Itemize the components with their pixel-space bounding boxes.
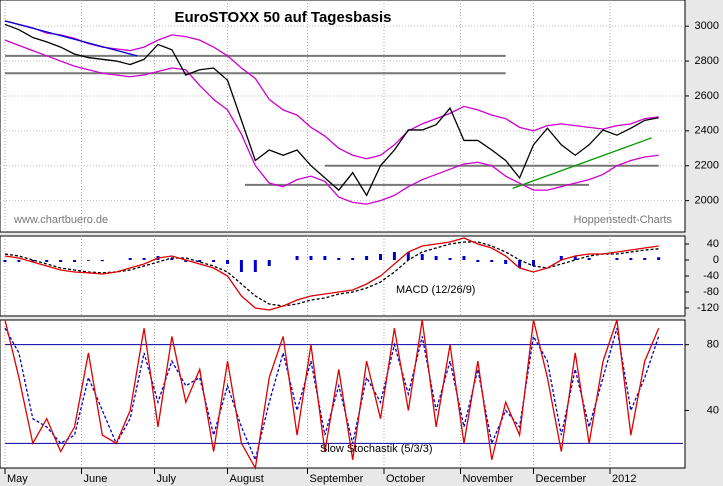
histogram-bar: [267, 260, 271, 266]
histogram-bar: [573, 256, 577, 260]
x-tick-label: November: [462, 473, 513, 485]
histogram-bar: [351, 258, 355, 260]
histogram-bar: [504, 260, 508, 264]
histogram-bar: [3, 260, 7, 262]
x-tick-label: June: [83, 473, 107, 485]
histogram-bar: [100, 260, 104, 262]
histogram-bar: [643, 258, 647, 260]
trend-line: [512, 137, 652, 190]
series-line: [4, 319, 660, 470]
histogram-bar: [379, 254, 383, 260]
y-tick-label: -40: [703, 270, 719, 282]
panel: [0, 235, 686, 317]
y-tick-label: 2800: [695, 55, 719, 67]
y-tick-label: -80: [703, 286, 719, 298]
histogram-bar: [226, 260, 230, 264]
histogram-bar: [337, 258, 341, 260]
x-tick-label: 2012: [612, 473, 636, 485]
histogram-bar: [629, 258, 633, 260]
trend-line: [4, 20, 138, 57]
histogram-bar: [392, 252, 396, 260]
x-tick-label: September: [309, 473, 363, 485]
histogram-bar: [142, 258, 146, 260]
histogram-bar: [239, 260, 243, 272]
histogram-bar: [31, 260, 35, 262]
histogram-bar: [73, 260, 77, 262]
histogram-bar: [657, 257, 661, 260]
series-line: [4, 237, 659, 311]
y-tick-label: 2400: [695, 125, 719, 137]
annotation: www.chartbuero.de: [13, 214, 108, 226]
histogram-bar: [462, 256, 466, 260]
histogram-bar: [184, 260, 188, 262]
histogram-bar: [295, 256, 299, 260]
y-tick-label: 2600: [695, 90, 719, 102]
histogram-bar: [309, 256, 313, 260]
panel-title: MACD (12/26/9): [396, 284, 475, 296]
histogram-bar: [323, 256, 327, 260]
histogram-bar: [253, 260, 257, 272]
histogram-bar: [420, 254, 424, 260]
y-tick-label: 0: [713, 254, 719, 266]
histogram-bar: [128, 258, 132, 260]
histogram-bar: [448, 258, 452, 260]
histogram-bar: [587, 258, 591, 260]
x-tick-label: October: [386, 473, 425, 485]
histogram-bar: [17, 260, 21, 262]
histogram-bar: [198, 260, 202, 262]
histogram-bar: [615, 258, 619, 260]
histogram-bar: [45, 260, 49, 262]
histogram-bar: [490, 260, 494, 262]
x-tick-label: December: [535, 473, 586, 485]
histogram-bar: [59, 260, 63, 262]
histogram-bar: [559, 256, 563, 260]
y-tick-label: 2200: [695, 160, 719, 172]
histogram-bar: [518, 260, 522, 268]
y-tick-label: -120: [697, 302, 719, 314]
annotation: Hoppenstedt-Charts: [574, 214, 673, 226]
histogram-bar: [86, 260, 90, 261]
series-line: [4, 23, 659, 197]
y-tick-label: 40: [707, 404, 719, 416]
histogram-bar: [434, 256, 438, 260]
panel: [0, 0, 686, 233]
y-tick-label: 40: [707, 238, 719, 250]
chart-title: EuroSTOXX 50 auf Tagesbasis: [174, 9, 391, 26]
histogram-bar: [531, 260, 535, 266]
y-tick-label: 3000: [695, 20, 719, 32]
histogram-bar: [476, 260, 480, 262]
histogram-bar: [406, 252, 410, 260]
series-line: [4, 39, 659, 205]
x-tick-label: August: [230, 473, 264, 485]
histogram-bar: [212, 260, 216, 262]
y-tick-label: 2000: [695, 195, 719, 207]
histogram-bar: [365, 256, 369, 260]
series-line: [4, 20, 659, 160]
y-tick-label: 80: [707, 339, 719, 351]
x-tick-label: May: [7, 473, 28, 485]
panel-title: Slow Stochastik (5/3/3): [320, 443, 433, 455]
x-tick-label: July: [157, 473, 177, 485]
histogram-bar: [170, 258, 174, 260]
